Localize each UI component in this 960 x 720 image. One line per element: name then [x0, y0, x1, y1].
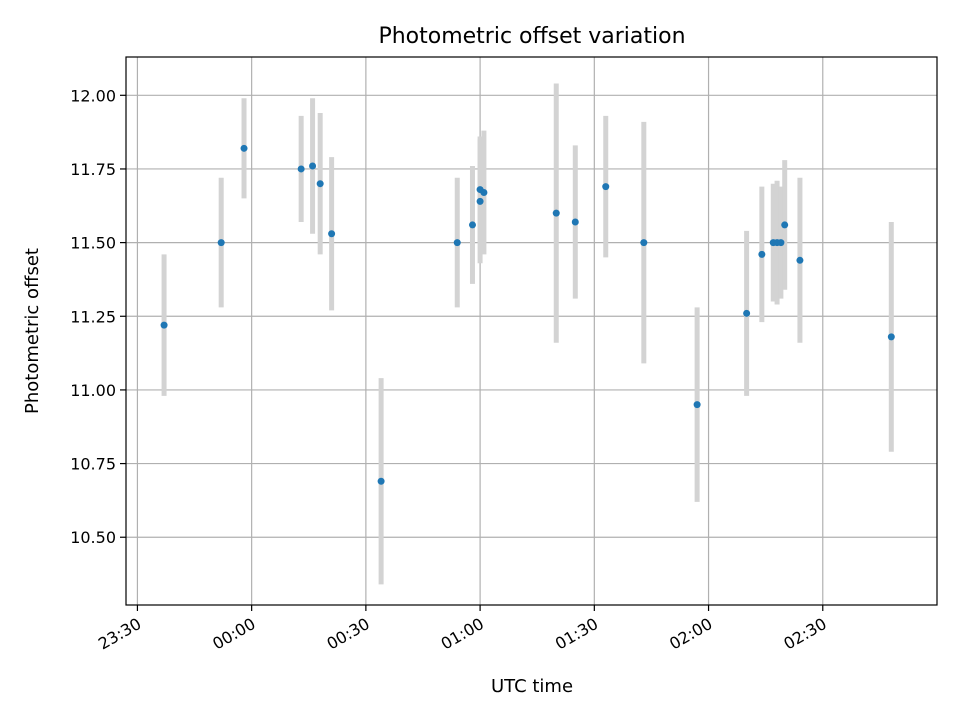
x-axis-label: UTC time [491, 676, 573, 697]
y-tick-label: 11.75 [70, 160, 116, 179]
y-tick-label: 11.00 [70, 381, 116, 400]
data-point [217, 239, 225, 247]
data-point [571, 218, 579, 226]
data-points [160, 144, 895, 485]
data-point [758, 250, 766, 258]
data-point [160, 321, 168, 329]
data-point [309, 162, 317, 170]
data-point [552, 209, 560, 217]
y-tick-label: 11.50 [70, 234, 116, 253]
data-point [476, 197, 484, 205]
data-point [297, 165, 305, 173]
data-point [328, 230, 336, 238]
y-tick-label: 10.50 [70, 528, 116, 547]
data-point [777, 239, 785, 247]
data-point [453, 239, 461, 247]
data-point [480, 189, 488, 197]
data-point [316, 180, 324, 188]
y-tick-label: 10.75 [70, 455, 116, 474]
data-point [693, 401, 701, 409]
y-tick-label: 11.25 [70, 307, 116, 326]
data-point [377, 477, 385, 485]
data-point [240, 144, 248, 152]
y-axis-label: Photometric offset [22, 248, 43, 414]
data-point [468, 221, 476, 229]
chart-title: Photometric offset variation [378, 24, 685, 49]
data-point [796, 256, 804, 264]
data-point [602, 183, 610, 191]
y-tick-label: 12.00 [70, 86, 116, 105]
axis-ticks: 23:30 00:00 00:30 01:00 01:30 02:00 02:3010.50… [70, 86, 830, 653]
data-point [781, 221, 789, 229]
plot-frame [125, 56, 938, 606]
data-point [640, 239, 648, 247]
data-point [743, 309, 751, 317]
data-point [887, 333, 895, 341]
